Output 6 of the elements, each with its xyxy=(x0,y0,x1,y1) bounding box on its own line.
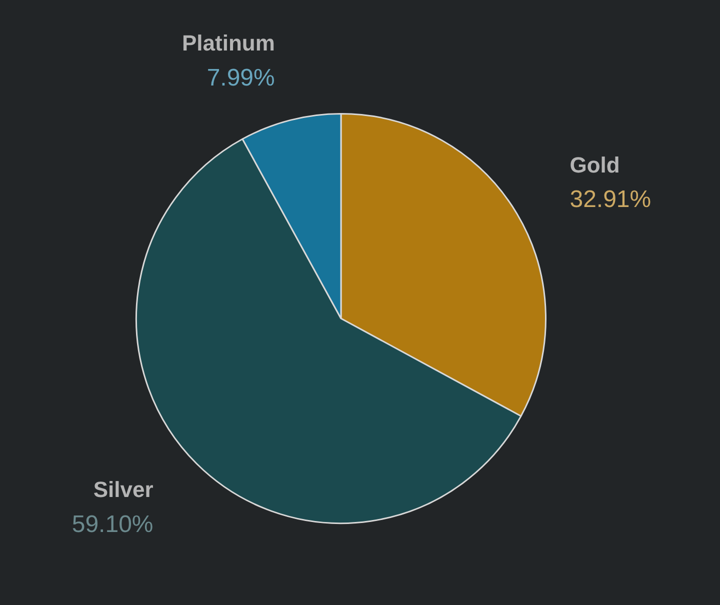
data-label: 32.91% xyxy=(570,186,652,213)
data-label: 7.99% xyxy=(206,64,275,92)
data-label: 59.10% xyxy=(72,510,154,538)
slice-label: Silver xyxy=(93,477,154,502)
slice-label: Platinum xyxy=(182,30,275,56)
slice-label: Gold xyxy=(570,152,620,178)
